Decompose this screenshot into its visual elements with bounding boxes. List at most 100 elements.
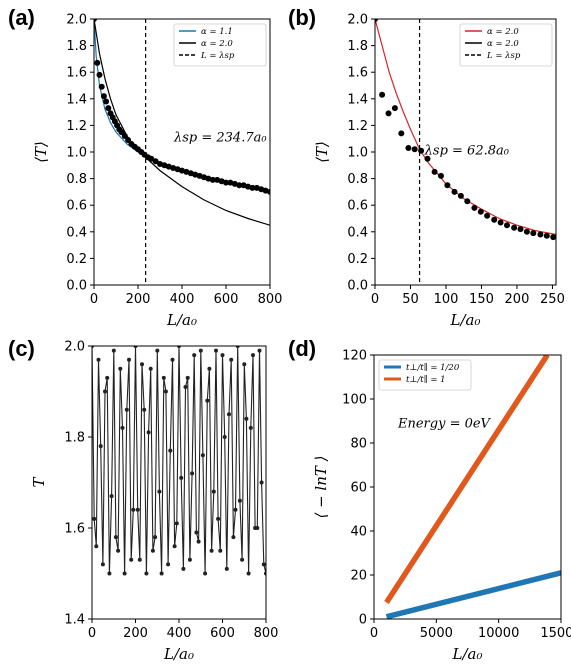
y-tick-label: 0.8 (66, 172, 87, 187)
x-axis-label: L/a₀ (166, 311, 197, 329)
x-tick-label: 50 (402, 292, 419, 307)
y-tick-label: 0.0 (66, 279, 87, 294)
data-point (96, 357, 101, 362)
data-point (94, 59, 101, 66)
data-point (113, 535, 118, 540)
data-point (451, 188, 458, 195)
data-point (261, 562, 266, 567)
data-point (155, 348, 160, 353)
data-point (122, 571, 127, 576)
x-tick-label: 250 (540, 292, 565, 307)
data-point (216, 516, 221, 521)
data-point (236, 182, 243, 189)
x-tick-label: 400 (167, 626, 192, 641)
y-tick-label: 1.2 (347, 119, 368, 134)
x-tick-label: 600 (210, 626, 235, 641)
legend-entry: α = 2.0 (201, 39, 233, 49)
legend-box (173, 23, 267, 67)
data-point (150, 548, 155, 553)
plot-area-d (384, 355, 561, 619)
data-point (379, 91, 386, 98)
data-point (107, 571, 112, 576)
y-tick-label: 2.0 (64, 340, 85, 355)
data-point (543, 232, 550, 239)
data-point (218, 548, 223, 553)
data-point (491, 216, 498, 223)
series-points-0-line (92, 346, 266, 574)
data-point (192, 353, 197, 358)
data-point (457, 192, 464, 199)
data-point (248, 425, 253, 430)
y-tick-label: 1.0 (347, 146, 368, 161)
data-point (477, 208, 484, 215)
data-point (242, 362, 247, 367)
data-point (249, 184, 256, 191)
data-point (94, 544, 99, 549)
data-point (153, 535, 158, 540)
panel-d: 0 20 40 60 80 100 120 0 5000 10000 15000 L/a₀ ⟨ − ln… (288, 336, 571, 663)
data-point (550, 234, 556, 241)
data-point (109, 494, 114, 499)
data-point (198, 348, 203, 353)
data-point (257, 348, 262, 353)
data-point (161, 375, 166, 380)
y-tick-label: 0.6 (66, 199, 87, 214)
data-point (214, 348, 218, 353)
data-point (146, 430, 151, 435)
x-tick-label: 0 (88, 626, 96, 641)
data-point (140, 362, 144, 367)
plot-area-c (92, 346, 266, 576)
data-point (98, 444, 103, 449)
panel-a: 0.0 0.2 0.4 0.6 0.8 1.0 1.2 1.4 1.6 1.8 2.0 0 200 400… (8, 5, 282, 329)
series--2-0-line (375, 19, 556, 236)
x-tick-label: 100 (434, 292, 459, 307)
data-point (444, 182, 451, 189)
data-point (127, 357, 131, 362)
y-axis-label: T (30, 477, 48, 488)
legend-entry: α = 2.0 (487, 39, 519, 49)
legend-entry: α = 2.0 (487, 27, 519, 37)
data-point (211, 489, 216, 494)
data-point (172, 544, 177, 549)
y-tick-label: 120 (342, 349, 367, 364)
x-axis-label: L/a₀ (163, 645, 194, 663)
y-tick-label: 1.8 (347, 39, 368, 54)
y-tick-label: 1.0 (66, 146, 87, 161)
data-point (504, 222, 510, 229)
legend-box (378, 359, 472, 391)
y-tick-label: 1.4 (347, 92, 368, 107)
panel-b: 0.0 0.2 0.4 0.6 0.8 1.0 1.2 1.4 1.6 1.8 2.0 0 50 100 1… (288, 5, 565, 329)
y-tick-label: 80 (350, 437, 367, 452)
y-tick-label: 1.4 (64, 613, 85, 628)
panel-tag: (a) (8, 5, 35, 30)
y-tick-label: 1.4 (66, 92, 87, 107)
data-point (121, 133, 128, 139)
data-point (196, 539, 201, 544)
data-point (375, 19, 378, 22)
data-point (168, 448, 173, 453)
y-tick-label: 0.2 (66, 252, 87, 267)
data-point (411, 146, 418, 153)
y-tick-label: 1.8 (66, 39, 87, 54)
data-point (166, 562, 171, 567)
data-point (391, 105, 398, 112)
legend-entry: t⊥/t∥ = 1/20 (406, 362, 460, 373)
legend: t⊥/t∥ = 1/20t⊥/t∥ = 1 (378, 359, 472, 391)
data-point (229, 357, 234, 362)
data-point (237, 498, 242, 503)
y-tick-label: 0.2 (347, 252, 368, 267)
series-t-t-1-20-line (385, 570, 561, 619)
data-point (159, 571, 164, 576)
x-tick-label: 0 (370, 626, 378, 641)
data-point (209, 176, 216, 183)
data-point (148, 366, 153, 371)
data-point (537, 231, 544, 238)
data-point (231, 535, 236, 540)
data-point (511, 224, 518, 231)
y-tick-label: 0.6 (347, 199, 368, 214)
x-axis-label: L/a₀ (450, 311, 481, 329)
data-point (222, 435, 227, 439)
y-axis-label: ⟨T⟩ (313, 141, 331, 163)
data-point (131, 507, 136, 512)
data-point (116, 548, 121, 553)
